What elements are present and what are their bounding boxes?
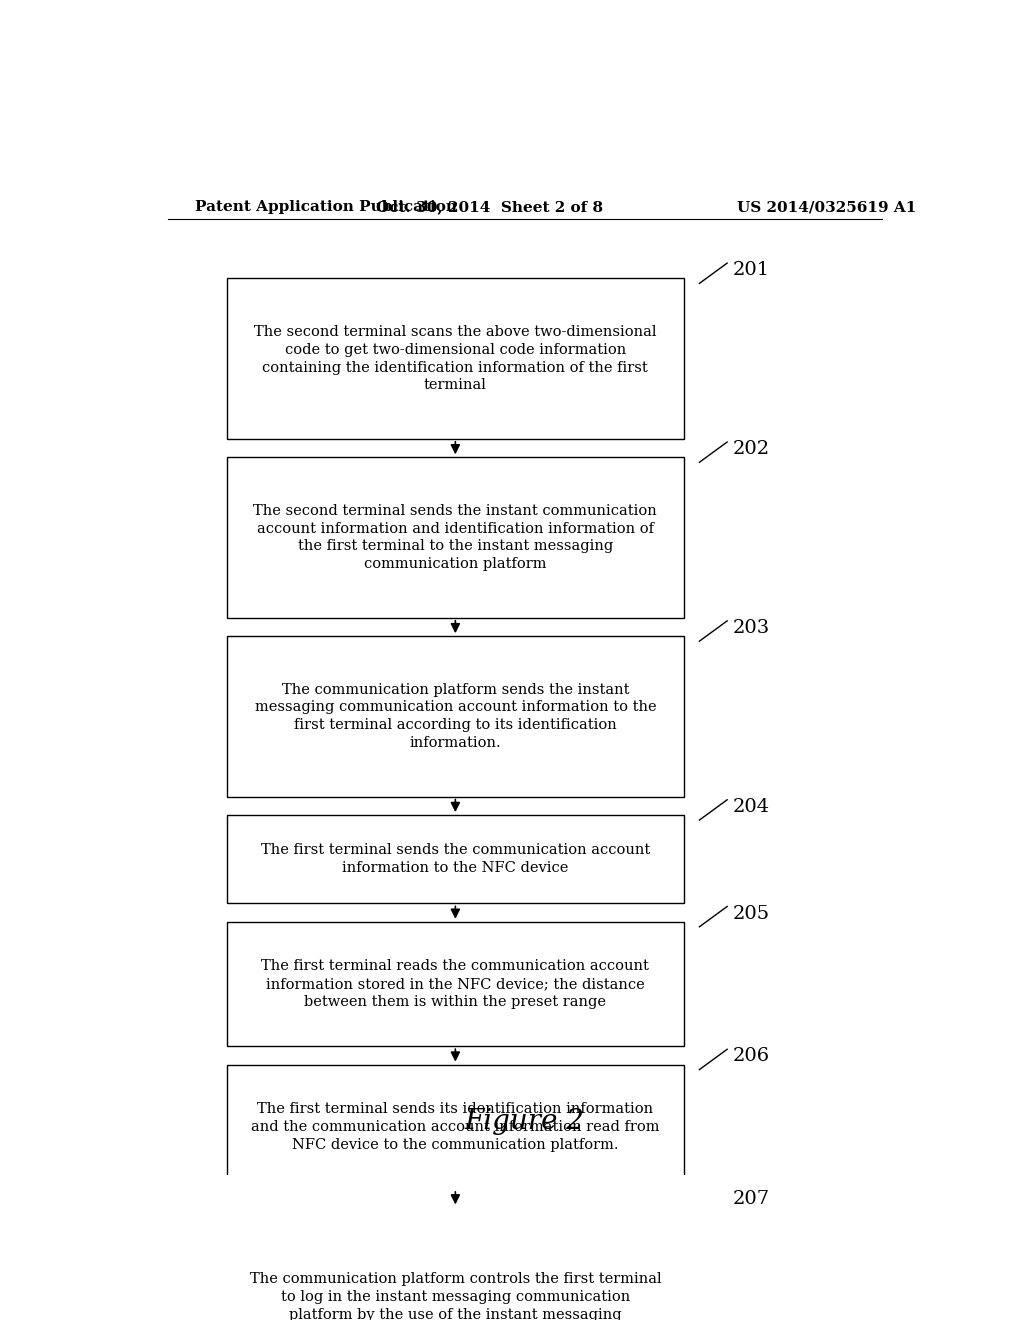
FancyBboxPatch shape: [227, 1208, 684, 1320]
Text: 203: 203: [733, 619, 770, 638]
Text: The communication platform sends the instant
messaging communication account inf: The communication platform sends the ins…: [255, 682, 656, 750]
FancyBboxPatch shape: [227, 636, 684, 797]
Text: 207: 207: [733, 1191, 770, 1208]
Text: 204: 204: [733, 797, 770, 816]
Text: 205: 205: [733, 904, 770, 923]
FancyBboxPatch shape: [227, 814, 684, 903]
Text: The communication platform controls the first terminal
to log in the instant mes: The communication platform controls the …: [250, 1272, 662, 1320]
Text: 201: 201: [733, 261, 770, 280]
Text: Oct. 30, 2014  Sheet 2 of 8: Oct. 30, 2014 Sheet 2 of 8: [376, 201, 603, 214]
FancyBboxPatch shape: [227, 921, 684, 1047]
Text: The first terminal sends its identification information
and the communication ac: The first terminal sends its identificat…: [251, 1102, 659, 1151]
FancyBboxPatch shape: [227, 1064, 684, 1189]
FancyBboxPatch shape: [227, 279, 684, 440]
FancyBboxPatch shape: [227, 457, 684, 618]
Text: US 2014/0325619 A1: US 2014/0325619 A1: [736, 201, 916, 214]
Text: The second terminal sends the instant communication
account information and iden: The second terminal sends the instant co…: [254, 504, 657, 572]
Text: Figure 2: Figure 2: [465, 1109, 585, 1135]
Text: 206: 206: [733, 1047, 770, 1065]
Text: The second terminal scans the above two-dimensional
code to get two-dimensional : The second terminal scans the above two-…: [254, 325, 656, 392]
Text: 202: 202: [733, 440, 770, 458]
Text: Patent Application Publication: Patent Application Publication: [196, 201, 458, 214]
Text: The first terminal reads the communication account
information stored in the NFC: The first terminal reads the communicati…: [261, 960, 649, 1008]
Text: The first terminal sends the communication account
information to the NFC device: The first terminal sends the communicati…: [261, 843, 650, 875]
